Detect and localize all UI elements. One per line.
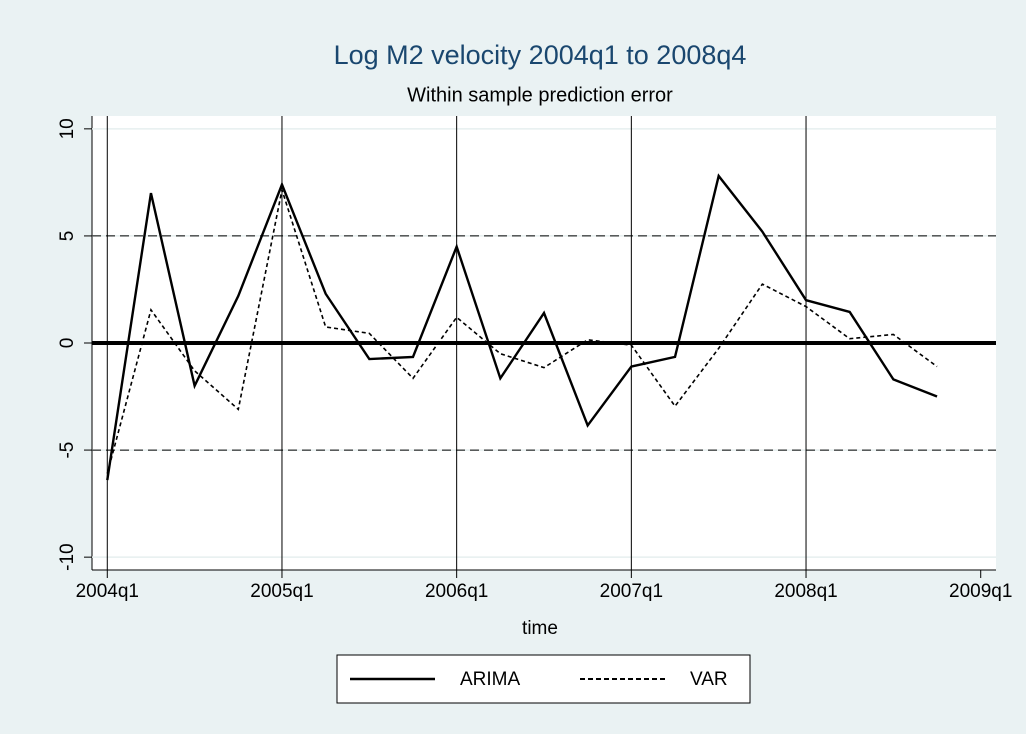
series-line <box>106 189 938 474</box>
y-tick-label: -10 <box>57 543 78 570</box>
y-tick-label: 5 <box>57 231 78 242</box>
x-tick-label: 2005q1 <box>250 581 313 602</box>
x-tick-label: 2009q1 <box>949 581 1012 602</box>
x-tick-label: 2007q1 <box>600 581 663 602</box>
chart-subtitle: Within sample prediction error <box>407 84 673 106</box>
legend-label: ARIMA <box>460 669 521 690</box>
legend-label: VAR <box>690 669 728 690</box>
series-line <box>106 173 938 481</box>
chart-title: Log M2 velocity 2004q1 to 2008q4 <box>334 40 747 70</box>
x-tick-label: 2006q1 <box>425 581 488 602</box>
y-tick-label: 0 <box>57 338 78 349</box>
y-tick-label: 10 <box>57 118 78 139</box>
y-tick-label: -5 <box>57 442 78 459</box>
x-tick-label: 2004q1 <box>76 581 139 602</box>
x-axis-label: time <box>522 618 558 639</box>
x-tick-label: 2008q1 <box>774 581 837 602</box>
